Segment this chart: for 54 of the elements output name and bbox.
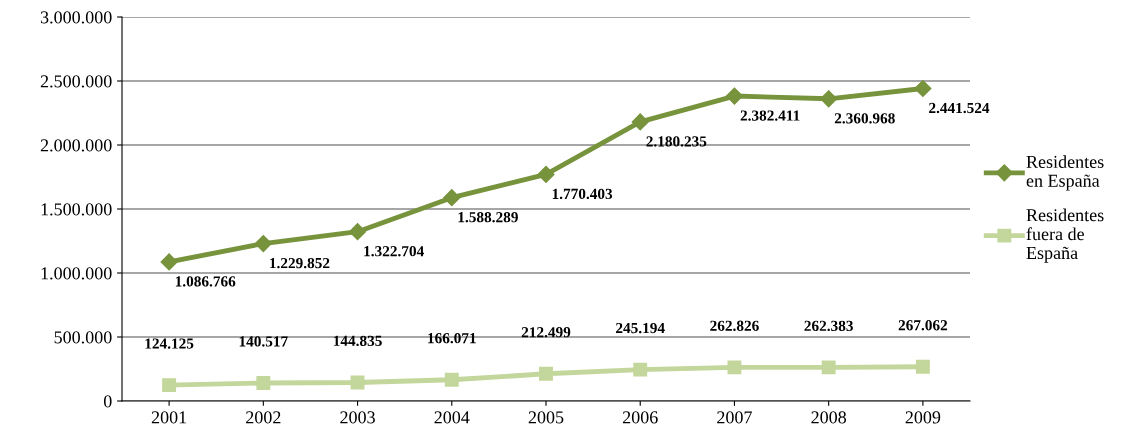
x-tick-label: 2002 [246, 411, 281, 424]
y-tick-label: 0 [103, 395, 112, 408]
point [820, 90, 838, 108]
data-label: 267.062 [898, 320, 948, 331]
point [914, 79, 932, 98]
y-tick-label: 1.000.000 [41, 267, 112, 280]
data-label: 1.770.403 [552, 188, 613, 200]
x-tick-label: 2004 [434, 411, 470, 424]
data-label: 212.499 [521, 327, 571, 338]
point [539, 366, 553, 381]
point [631, 113, 649, 131]
point [160, 253, 178, 271]
x-tick-label: 2007 [717, 411, 752, 424]
point [727, 360, 742, 375]
x-tick-label: 2008 [811, 411, 847, 424]
legend-label: Residentes fuera de España [1026, 208, 1104, 263]
data-label: 166.071 [428, 333, 476, 344]
point [256, 376, 271, 390]
point [537, 165, 555, 183]
point [349, 223, 367, 241]
point [821, 360, 836, 375]
y-tick-label: 3.000.000 [40, 11, 112, 24]
data-label: 2.360.968 [834, 113, 895, 124]
data-label: 2.180.235 [646, 136, 707, 147]
data-label: 144.835 [333, 335, 382, 347]
data-label: 1.229.852 [270, 257, 330, 269]
y-tick-label: 500.000 [54, 331, 112, 344]
data-label: 245.194 [616, 322, 665, 334]
data-label: 262.383 [804, 320, 853, 332]
data-label: 1.588.289 [458, 212, 518, 223]
x-tick-label: 2006 [622, 411, 658, 424]
y-tick-label: 2.000.000 [40, 139, 112, 152]
data-label: 262.826 [710, 320, 759, 331]
point [162, 378, 177, 393]
data-label: 124.125 [145, 338, 194, 349]
point [443, 189, 461, 207]
data-label: 1.322.704 [364, 246, 424, 257]
x-tick-label: 2003 [340, 411, 375, 424]
y-tick-label: 2.500.000 [40, 75, 112, 88]
point [350, 375, 365, 390]
point [725, 87, 743, 105]
legend-label: Residentes en España [1026, 155, 1104, 191]
x-tick-label: 2001 [151, 411, 187, 424]
point [915, 359, 930, 374]
data-label: 2.441.524 [929, 102, 990, 114]
y-tick-label: 1.500.000 [41, 203, 112, 216]
data-label: 140.517 [239, 336, 288, 347]
point [633, 362, 648, 377]
point [254, 235, 272, 253]
point [444, 372, 459, 387]
data-label: 2.382.411 [740, 110, 800, 121]
data-label: 1.086.766 [175, 276, 236, 287]
x-tick-label: 2009 [905, 411, 941, 424]
x-tick-label: 2005 [528, 411, 564, 424]
